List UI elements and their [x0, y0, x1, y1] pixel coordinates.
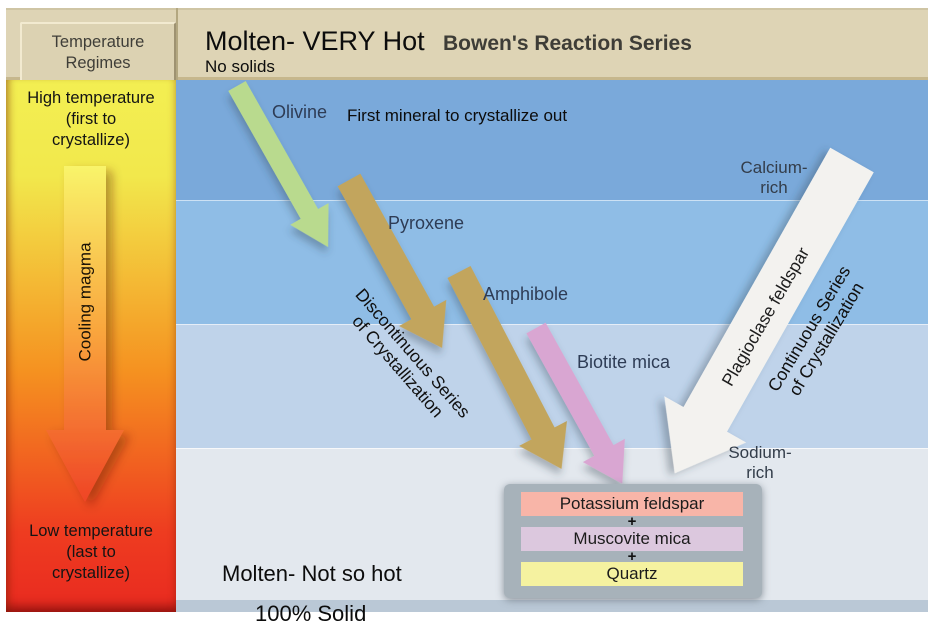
potassium-feldspar-box: Potassium feldspar: [521, 492, 743, 516]
sodium-line2: rich: [746, 462, 774, 482]
header-bar: Temperature Regimes: [6, 8, 928, 84]
high-temp-line3: crystallize): [52, 131, 130, 150]
no-solids-label: No solids: [205, 57, 275, 76]
plus-sign-2: +: [627, 548, 637, 565]
panel-bottom-strip: [176, 600, 928, 612]
high-temp-line2: (first to: [65, 110, 117, 129]
calcium-line2: rich: [760, 177, 788, 197]
temp-regimes-line2: Regimes: [65, 54, 131, 72]
first-mineral-note: First mineral to crystallize out: [347, 106, 568, 125]
plus-sign-1: +: [627, 513, 637, 530]
page-title: Bowen's Reaction Series: [443, 32, 692, 55]
molten-very-hot-label: Molten- VERY Hot: [205, 26, 425, 56]
temperature-regimes-box: Temperature Regimes: [20, 22, 176, 84]
quartz-box: Quartz: [521, 562, 743, 586]
solid-100-label: 100% Solid: [255, 601, 367, 626]
muscovite-mica-box: Muscovite mica: [521, 527, 743, 551]
low-temperature-label: Low temperature (last to crystallize): [11, 521, 171, 584]
low-temp-line3: crystallize): [52, 564, 130, 583]
cooling-magma-label: Cooling magma: [75, 242, 95, 362]
molten-not-so-hot-label: Molten- Not so hot: [222, 561, 402, 586]
header-divider: [176, 8, 178, 80]
olivine-label: Olivine: [272, 102, 328, 122]
low-temp-line1: Low temperature: [29, 522, 153, 540]
pyroxene-label: Pyroxene: [388, 213, 465, 233]
low-temp-line2: (last to: [66, 543, 116, 562]
high-temperature-label: High temperature (first to crystallize): [11, 88, 171, 151]
high-temp-line1: High temperature: [27, 89, 155, 107]
calcium-line1: Calcium-: [740, 158, 808, 177]
sodium-line1: Sodium-: [728, 443, 792, 462]
calcium-rich-label: Calcium- rich: [729, 158, 819, 197]
temp-regimes-line1: Temperature: [51, 33, 145, 52]
sodium-rich-label: Sodium- rich: [715, 443, 805, 482]
biotite-mica-label: Biotite mica: [577, 352, 671, 372]
amphibole-label: Amphibole: [483, 284, 569, 304]
